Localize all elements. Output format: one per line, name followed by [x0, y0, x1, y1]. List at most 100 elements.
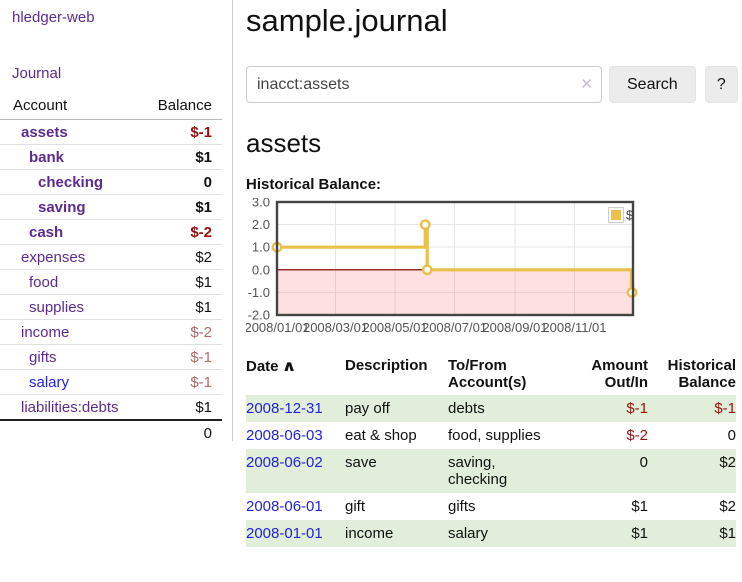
accounts-total-row: 0 [0, 419, 222, 445]
transaction-date-link[interactable]: 2008-01-01 [246, 525, 323, 542]
transaction-amount: $1 [631, 498, 648, 515]
sidebar-account-row: income $-2 [0, 319, 222, 345]
sidebar-account-row: bank $1 [0, 144, 222, 170]
transaction-description: gift [345, 498, 366, 515]
sidebar-account-link-liabilities-debts[interactable]: liabilities:debts [21, 398, 119, 416]
sidebar-account-row: food $1 [0, 269, 222, 295]
register-col-amount: Amount Out/In [591, 357, 648, 391]
sidebar-account-link-cash[interactable]: cash [29, 223, 64, 241]
register-col-balance: Historical Balance [667, 357, 736, 391]
sidebar-account-link-food[interactable]: food [29, 273, 59, 291]
transaction-balance: 0 [727, 427, 736, 444]
account-heading: assets [246, 128, 322, 158]
register-col-description: Description [345, 357, 428, 374]
transaction-accounts: salary [448, 520, 576, 547]
search-form: ✕ Search ? [246, 66, 738, 103]
sidebar-item-journal[interactable]: Journal [12, 65, 62, 82]
transaction-row: 2008-12-31 pay off debts $-1 $-1 [246, 395, 736, 422]
transaction-accounts: food, supplies [448, 427, 541, 444]
sidebar-accounts-body: assets $-1 bank $1 checking 0 saving $1 cash $-2 e… [0, 120, 222, 420]
sidebar-account-row: gifts $-1 [0, 344, 222, 370]
transaction-description: eat & shop [345, 427, 417, 444]
sidebar-account-link-gifts[interactable]: gifts [29, 348, 57, 366]
sidebar-account-row: supplies $1 [0, 294, 222, 320]
sidebar-account-balance: $-1 [190, 123, 212, 141]
transaction-row: 2008-06-01 gift gifts $1 $2 [246, 493, 736, 520]
transaction-balance: $1 [648, 520, 736, 547]
search-button[interactable]: Search [609, 66, 696, 103]
transaction-amount: $-2 [626, 427, 648, 444]
transaction-date: 2008-01-01 [246, 520, 345, 547]
svg-text:3.0: 3.0 [252, 198, 270, 210]
sidebar-account-link-supplies[interactable]: supplies [29, 298, 85, 316]
transaction-row: 2008-01-01 income salary $1 $1 [246, 520, 736, 547]
spacer [0, 419, 144, 445]
transaction-date: 2008-12-31 [246, 395, 345, 422]
chart-title: Historical Balance: [246, 176, 382, 193]
register-body: 2008-12-31 pay off debts $-1 $-1 2008-06-03 ea… [246, 395, 736, 547]
svg-text:2008/01/01: 2008/01/01 [246, 320, 310, 335]
svg-text:2.0: 2.0 [252, 217, 270, 232]
sidebar-account-link-bank[interactable]: bank [29, 148, 65, 166]
transaction-date-link[interactable]: 2008-06-03 [246, 427, 323, 444]
brand-link[interactable]: hledger-web [12, 9, 95, 26]
sort-ascending-icon: ∧ [280, 358, 297, 375]
main-content: sample.journal ✕ Search ? assets Histori… [244, 0, 738, 547]
transaction-date-link[interactable]: 2008-06-01 [246, 498, 323, 515]
sidebar-account-balance: $-2 [144, 319, 222, 345]
clear-search-icon[interactable]: ✕ [580, 76, 593, 93]
sidebar-account-link-salary[interactable]: salary [29, 373, 70, 391]
svg-text:2008/07/01: 2008/07/01 [422, 320, 487, 335]
register-header-row: Date ∧ Description To/From Account(s) Amo… [246, 355, 736, 395]
sidebar-account-balance: $1 [144, 144, 222, 170]
accounts-col-account: Account [0, 94, 144, 120]
transaction-balance: $2 [648, 449, 736, 493]
sidebar: hledger-web Journal Account Balance asse… [0, 0, 233, 445]
svg-text:2008/05/01: 2008/05/01 [362, 320, 427, 335]
transaction-date-link[interactable]: 2008-12-31 [246, 400, 323, 417]
accounts-table: Account Balance assets $-1 bank $1 checking 0… [0, 94, 222, 445]
transaction-date: 2008-06-02 [246, 449, 345, 493]
search-input[interactable] [246, 66, 602, 103]
svg-text:2008/11/01: 2008/11/01 [542, 320, 606, 335]
sidebar-account-row: saving $1 [0, 194, 222, 220]
sidebar-account-balance: $1 [144, 394, 222, 420]
register-table: Date ∧ Description To/From Account(s) Amo… [246, 355, 736, 547]
chart-container: 3.0 2.0 1.0 0.0 -1.0 -2.0 2008/01/01 2008/03/01… [244, 195, 738, 344]
transaction-amount: 0 [576, 449, 648, 493]
svg-text:2008/09/01: 2008/09/01 [482, 320, 547, 335]
sidebar-account-link-checking[interactable]: checking [38, 173, 104, 191]
sidebar-account-row: cash $-2 [0, 219, 222, 245]
sidebar-account-link-income[interactable]: income [21, 323, 70, 341]
sidebar-account-row: checking 0 [0, 169, 222, 195]
transaction-amount: $1 [576, 520, 648, 547]
svg-text:2008/03/01: 2008/03/01 [303, 320, 368, 335]
transaction-balance: $-1 [648, 395, 736, 422]
transaction-date: 2008-06-01 [246, 493, 345, 520]
svg-text:-1.0: -1.0 [248, 285, 270, 300]
sidebar-account-link-expenses[interactable]: expenses [21, 248, 86, 266]
help-button[interactable]: ? [704, 66, 738, 103]
sidebar-account-balance: $1 [144, 294, 222, 320]
accounts-total-balance: 0 [144, 419, 222, 445]
sidebar-account-row: liabilities:debts $1 [0, 394, 222, 420]
sidebar-account-link-saving[interactable]: saving [38, 198, 86, 216]
transaction-amount: $-1 [576, 395, 648, 422]
transaction-description: income [345, 520, 448, 547]
register-col-date[interactable]: Date ∧ [246, 358, 297, 375]
sidebar-account-link-assets[interactable]: assets [21, 123, 68, 141]
sidebar-account-balance: $1 [144, 194, 222, 220]
sidebar-account-balance: 0 [144, 169, 222, 195]
chart-legend: $ [608, 207, 634, 223]
sidebar-account-row: assets $-1 [0, 120, 222, 145]
accounts-table-header: Account Balance [0, 94, 222, 120]
sidebar-account-row: salary $-1 [0, 369, 222, 395]
sidebar-account-row: expenses $2 [0, 244, 222, 270]
sidebar-account-balance: $-1 [144, 344, 222, 370]
sidebar-account-balance: $-2 [144, 219, 222, 245]
transaction-row: 2008-06-03 eat & shop food, supplies $-2 0 [246, 422, 736, 449]
transaction-date-link[interactable]: 2008-06-02 [246, 454, 323, 471]
sidebar-account-balance: $1 [144, 269, 222, 295]
svg-text:$: $ [626, 208, 634, 223]
historical-balance-chart: 3.0 2.0 1.0 0.0 -1.0 -2.02008/01/012008/03/01… [244, 195, 638, 335]
